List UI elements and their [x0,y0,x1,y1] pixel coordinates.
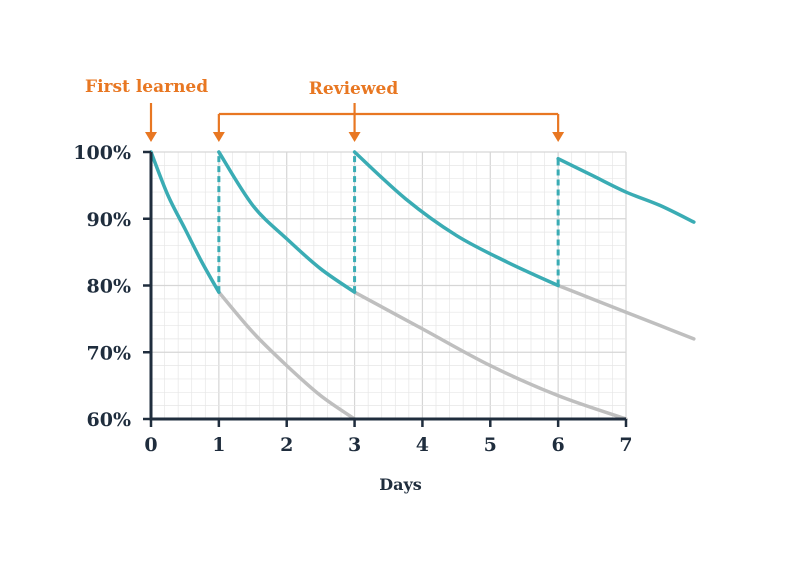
x-tick-label: 7 [619,434,632,456]
annotation-arrow-head [212,132,225,142]
retained-curve-segment [149,150,221,294]
annotation-arrow-head [145,132,157,142]
x-tick-label: 5 [484,434,497,456]
y-tick-label: 90% [87,209,132,231]
y-tick-label: 100% [73,142,131,164]
x-tick-label: 1 [212,434,225,456]
forgotten-curve-segment [217,290,357,421]
y-tick-label: 70% [87,342,132,364]
annotation-arrow-head [348,132,361,142]
forgotten-curves [217,283,696,421]
retained-curves [149,150,696,294]
y-tick-label: 60% [87,409,132,431]
retained-curve-segment [217,150,357,294]
forgotten-curve-segment [556,283,696,341]
forgotten-curve-segment [352,290,628,421]
first-learned-label: First learned [85,77,208,97]
x-tick-label: 3 [348,434,361,456]
retained-curve-segment [352,150,560,288]
review-lines [217,152,560,293]
x-tick-label: 0 [144,434,157,456]
annotation-arrow-head [552,132,565,142]
axes: 0 1 2 3 4 5 6 7 60% 70% 80% 90% 100% [73,142,632,456]
x-tick-label: 4 [416,434,429,456]
x-tick-label: 6 [552,434,565,456]
x-axis-title: Days [379,475,422,494]
y-tick-label: 80% [87,276,132,298]
annotations: First learned Reviewed [85,77,565,142]
x-tick-label: 2 [280,434,293,456]
retained-curve-segment [556,156,696,224]
reviewed-label: Reviewed [309,79,399,99]
